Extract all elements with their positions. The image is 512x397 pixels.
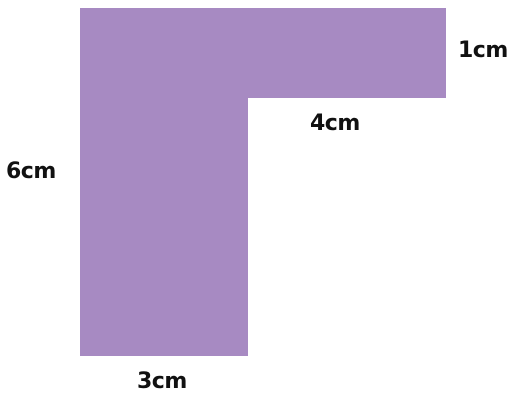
bottom-width-label: 3cm	[137, 369, 187, 394]
l-shape-polygon	[80, 8, 446, 356]
inner-edge-width-label: 4cm	[310, 111, 360, 136]
top-arm-height-label: 1cm	[458, 38, 508, 63]
left-side-height-label: 6cm	[6, 159, 56, 184]
